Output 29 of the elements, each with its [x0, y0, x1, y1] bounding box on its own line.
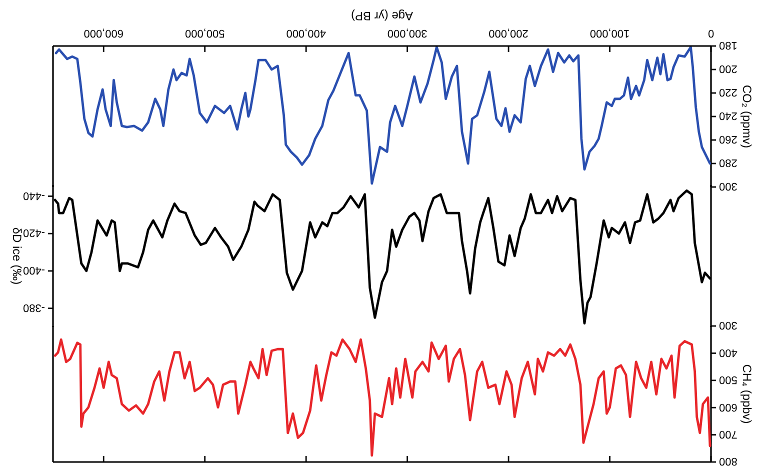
y-tick-label: 400 [719, 346, 738, 358]
y-tick-label: 300 [719, 180, 738, 192]
x-tick-label: 100,000 [590, 27, 630, 39]
y-tick-label: 600 [719, 400, 738, 413]
y-tick-label: -380 [22, 301, 45, 314]
y-tick-label: 700 [719, 428, 738, 440]
y-tick-label: 300 [719, 319, 738, 332]
y-axis-title: δD ice (‰) [10, 227, 24, 285]
x-tick-label: 300,000 [387, 27, 428, 39]
y-tick-label: -440 [22, 189, 45, 202]
y-tick-label: 260 [719, 133, 738, 146]
line-series [54, 338, 712, 457]
y-tick-label: -400 [22, 264, 45, 276]
y-tick-label: 800 [719, 455, 738, 468]
x-tick-label: 400,000 [286, 27, 326, 39]
y-tick-label: 220 [719, 86, 738, 98]
x-axis-title: Age (yr BP) [350, 9, 414, 23]
y-axis-title: CO₂ (ppmv) [740, 84, 754, 148]
y-axis-title: CH₄ (ppbv) [740, 364, 754, 424]
x-tick-label: 200,000 [488, 27, 528, 39]
y-tick-label: -420 [22, 226, 45, 239]
x-tick-label: 500,000 [184, 27, 225, 39]
y-tick-label: 240 [719, 110, 738, 122]
y-tick-label: 180 [719, 39, 738, 52]
x-tick-label: 0 [708, 27, 714, 39]
y-tick-label: 200 [719, 62, 738, 75]
x-tick-label: 600,000 [84, 27, 124, 39]
y-tick-label: 280 [719, 156, 738, 169]
y-tick-label: 500 [719, 374, 738, 386]
